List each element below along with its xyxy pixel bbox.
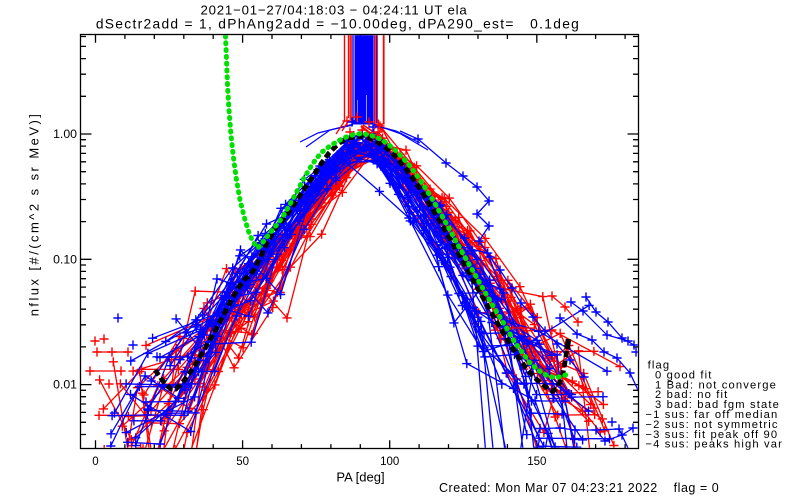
svg-text:50: 50 (236, 456, 249, 468)
svg-text:−3 sus: fit peak off 90: −3 sus: fit peak off 90 (645, 429, 778, 441)
svg-text:Created: Mon Mar 07 04:23:21 2: Created: Mon Mar 07 04:23:21 2022 flag =… (439, 481, 719, 495)
svg-text:nflux [#/(cm^2 s sr MeV)]: nflux [#/(cm^2 s sr MeV)] (27, 112, 42, 317)
svg-text:−2 sus: not symmetric: −2 sus: not symmetric (645, 419, 778, 431)
svg-text:flag: flag (648, 360, 671, 372)
svg-text:0 good fit: 0 good fit (655, 369, 713, 381)
svg-text:0: 0 (92, 456, 98, 468)
svg-text:2021−01−27/04:18:03 − 04:24:11: 2021−01−27/04:18:03 − 04:24:11 UT ela (200, 3, 467, 18)
svg-text:0.01: 0.01 (53, 378, 77, 392)
svg-text:−4 sus: peaks high var: −4 sus: peaks high var (645, 439, 783, 451)
svg-text:0.10: 0.10 (53, 252, 77, 266)
svg-text:100: 100 (380, 456, 399, 468)
svg-text:1 Bad: not converge: 1 Bad: not converge (655, 379, 777, 391)
svg-text:1.00: 1.00 (53, 127, 77, 141)
svg-text:150: 150 (527, 456, 546, 468)
svg-text:2 bad: no fit: 2 bad: no fit (655, 389, 728, 401)
svg-text:−1 sus: far off median: −1 sus: far off median (645, 409, 778, 421)
svg-text:PA [deg]: PA [deg] (336, 470, 384, 485)
svg-text:dSectr2add = 1, dPhAng2add = −: dSectr2add = 1, dPhAng2add = −10.00deg, … (96, 17, 580, 32)
svg-text:3 bad: bad fgm state: 3 bad: bad fgm state (655, 399, 780, 411)
